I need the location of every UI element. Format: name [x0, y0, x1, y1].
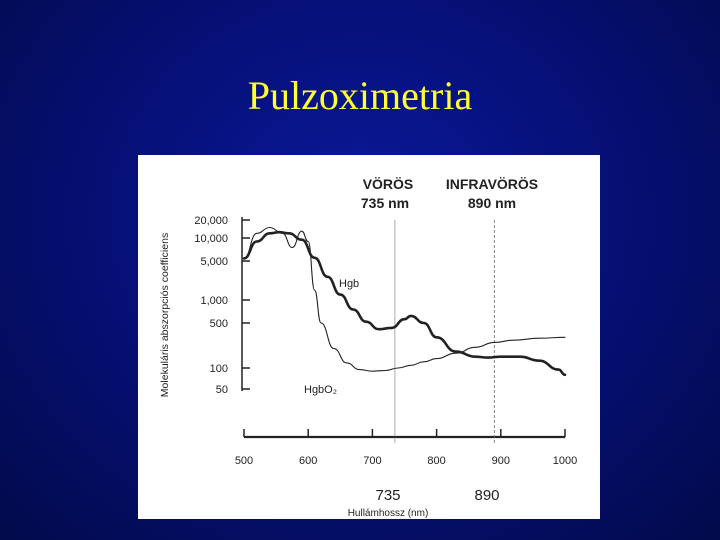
y-tick-label: 100: [210, 363, 228, 375]
y-tick-label: 500: [210, 318, 228, 330]
series-label-hgb: Hgb: [339, 278, 359, 290]
x-tick-label: 600: [299, 455, 317, 467]
y-tick-label: 20,000: [194, 215, 228, 227]
series-label-hgbo2: HgbO₂: [304, 384, 337, 396]
x-tick-label: 500: [235, 455, 253, 467]
red-band-label: VÖRÖS: [363, 176, 414, 192]
ir-band-nm: 890 nm: [468, 195, 516, 211]
x-axis-label: Hullámhossz (nm): [348, 508, 429, 519]
y-tick-label: 50: [216, 384, 228, 396]
series-line-hgbo2: [243, 226, 566, 372]
chart-panel: Molekuláris abszorpciós coefficiens VÖRÖ…: [138, 155, 600, 519]
series-group: [242, 226, 567, 377]
marker-890-label: 890: [474, 487, 499, 504]
y-tick-label: 5,000: [200, 256, 228, 268]
ir-band-label: INFRAVÖRÖS: [446, 176, 538, 192]
x-tick-label: 700: [363, 455, 381, 467]
y-tick-label: 1,000: [200, 295, 228, 307]
slide-title: Pulzoximetria: [247, 73, 473, 118]
y-tick-label: 10,000: [194, 233, 228, 245]
red-band-nm: 735 nm: [361, 195, 409, 211]
axes-group: 20,000 10,000 5,000 1,000 500 100 50 500 600 700 8…: [194, 215, 577, 467]
absorption-chart: Molekuláris abszorpciós coefficiens VÖRÖ…: [159, 176, 577, 519]
marker-735-label: 735: [375, 487, 400, 504]
y-axis-label: Molekuláris abszorpciós coefficiens: [159, 233, 171, 397]
x-tick-label: 800: [427, 455, 445, 467]
x-tick-label: 1000: [553, 455, 577, 467]
series-line-hgb: [242, 230, 567, 377]
x-tick-label: 900: [492, 455, 510, 467]
